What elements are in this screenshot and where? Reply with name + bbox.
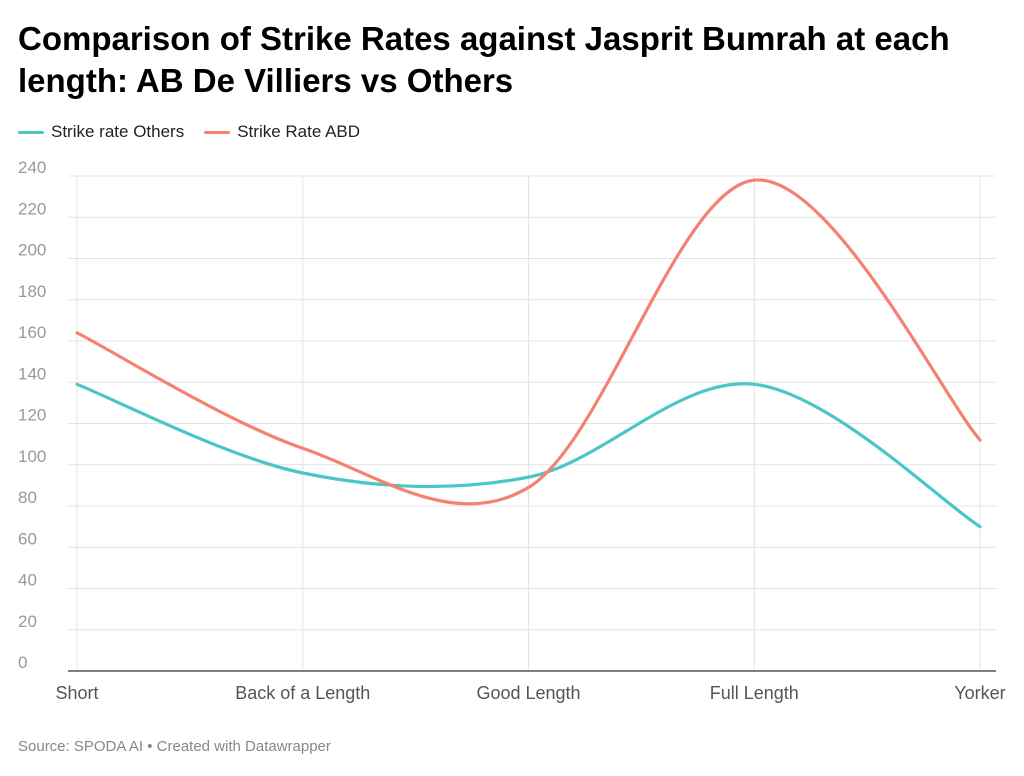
y-tick-label: 140	[18, 364, 46, 383]
grid	[68, 175, 996, 671]
y-tick-label: 40	[18, 571, 37, 590]
y-tick-label: 120	[18, 406, 46, 425]
legend-swatch-abd	[204, 130, 231, 134]
x-tick-label: Back of a Length	[235, 683, 370, 703]
legend: Strike rate Others Strike Rate ABD	[18, 121, 380, 143]
y-tick-label: 60	[18, 529, 37, 548]
series-line-others	[75, 382, 982, 529]
y-tick-label: 100	[18, 447, 46, 466]
y-tick-label: 0	[18, 653, 27, 672]
y-tick-label: 200	[18, 241, 46, 260]
y-tick-label: 220	[18, 199, 46, 218]
x-tick-label: Good Length	[476, 683, 580, 703]
legend-item-abd: Strike Rate ABD	[204, 122, 360, 142]
y-tick-label: 180	[18, 282, 46, 301]
y-tick-label: 160	[18, 323, 46, 342]
series-lines	[75, 178, 982, 529]
x-tick-label: Yorker	[954, 683, 1005, 703]
chart-title: Comparison of Strike Rates against Jaspr…	[18, 20, 950, 99]
x-tick-label: Full Length	[710, 683, 799, 703]
source-note: Source: SPODA AI • Created with Datawrap…	[18, 738, 331, 755]
y-tick-label: 80	[18, 488, 37, 507]
legend-swatch-others	[18, 130, 44, 134]
y-tick-label: 20	[18, 612, 37, 631]
axes: 0 20 40 60 80 100 120 140 160 180 200 220 240 Short Ba…	[18, 158, 1006, 703]
y-tick-label: 240	[18, 158, 46, 177]
legend-item-others: Strike rate Others	[18, 122, 184, 142]
x-tick-label: Short	[55, 683, 98, 703]
legend-label-others: Strike rate Others	[51, 122, 185, 141]
series-line-abd	[75, 178, 982, 506]
legend-label-abd: Strike Rate ABD	[237, 122, 361, 141]
